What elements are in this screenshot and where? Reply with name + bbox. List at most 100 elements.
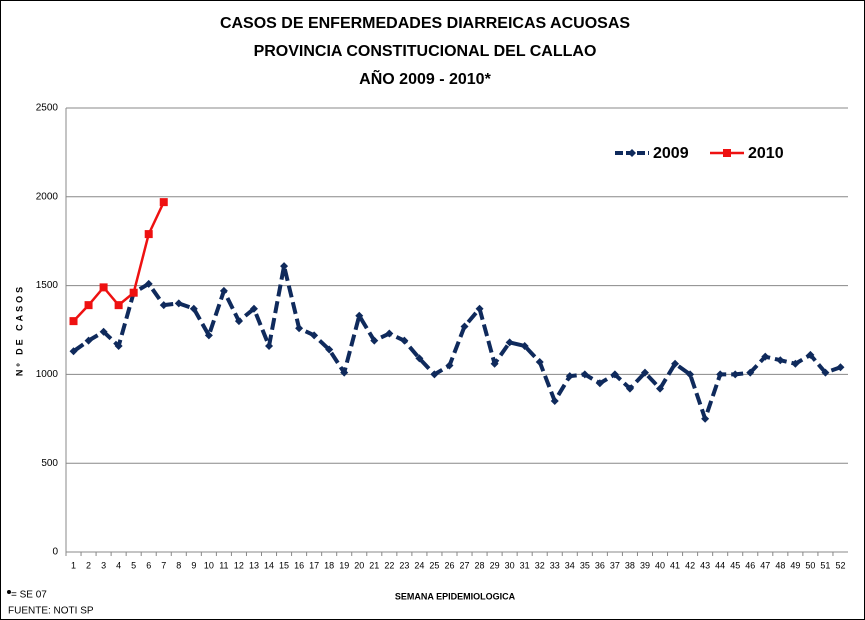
x-tick-label: 20 — [354, 560, 364, 570]
marker — [430, 370, 439, 379]
marker — [144, 230, 153, 239]
y-tick-label: 2000 — [36, 191, 59, 202]
marker — [460, 322, 469, 331]
marker — [84, 336, 93, 345]
chart-title: AÑO 2009 - 2010* — [359, 68, 491, 88]
x-tick-label: 32 — [535, 560, 545, 570]
x-tick-label: 17 — [309, 560, 319, 570]
marker — [415, 354, 424, 363]
x-tick-label: 29 — [490, 560, 500, 570]
footnote: FUENTE: NOTI SP — [8, 606, 94, 617]
marker — [159, 301, 168, 310]
x-tick-label: 42 — [685, 560, 695, 570]
x-tick-label: 16 — [294, 560, 304, 570]
marker — [174, 299, 183, 308]
x-tick-label: 23 — [399, 560, 409, 570]
marker — [761, 352, 770, 361]
marker — [640, 368, 649, 377]
legend-marker — [628, 149, 636, 157]
x-tick-label: 4 — [116, 560, 121, 570]
x-tick-label: 37 — [610, 560, 620, 570]
x-tick-label: 48 — [775, 560, 785, 570]
x-tick-label: 44 — [715, 560, 725, 570]
marker — [535, 357, 544, 366]
x-tick-label: 25 — [429, 560, 439, 570]
x-tick-label: 50 — [805, 560, 815, 570]
x-tick-label: 28 — [475, 560, 485, 570]
marker — [445, 361, 454, 370]
x-axis-label: SEMANA EPIDEMIOLOGICA — [395, 591, 516, 601]
marker — [475, 304, 484, 313]
marker — [114, 301, 123, 310]
marker — [295, 324, 304, 333]
x-tick-label: 35 — [580, 560, 590, 570]
x-tick-label: 15 — [279, 560, 289, 570]
y-tick-label: 1500 — [36, 280, 59, 291]
marker — [249, 304, 258, 313]
marker — [99, 283, 108, 292]
marker — [129, 288, 138, 297]
x-tick-label: 34 — [565, 560, 575, 570]
marker — [776, 356, 785, 365]
marker — [310, 331, 319, 340]
x-tick-label: 9 — [191, 560, 196, 570]
x-tick-label: 31 — [520, 560, 530, 570]
x-tick-label: 33 — [550, 560, 560, 570]
x-tick-label: 51 — [820, 560, 830, 570]
x-tick-label: 36 — [595, 560, 605, 570]
x-tick-label: 8 — [176, 560, 181, 570]
y-tick-label: 0 — [52, 547, 58, 558]
marker — [69, 317, 78, 326]
chart-title: PROVINCIA CONSTITUCIONAL DEL CALLAO — [254, 43, 597, 60]
marker — [565, 372, 574, 381]
x-tick-label: 46 — [745, 560, 755, 570]
marker — [701, 414, 710, 423]
marker — [671, 359, 680, 368]
marker — [656, 384, 665, 393]
marker — [580, 370, 589, 379]
marker — [325, 345, 334, 354]
footnote: = SE 07 — [11, 590, 47, 601]
marker — [791, 359, 800, 368]
marker — [99, 327, 108, 336]
marker — [821, 368, 830, 377]
x-tick-label: 13 — [249, 560, 259, 570]
marker — [385, 329, 394, 338]
x-tick-label: 43 — [700, 560, 710, 570]
x-tick-label: 24 — [414, 560, 424, 570]
marker — [746, 368, 755, 377]
footnote-bullet — [7, 590, 11, 594]
marker — [114, 341, 123, 350]
legend-label: 2010 — [748, 145, 784, 162]
marker — [234, 317, 243, 326]
marker — [370, 336, 379, 345]
marker — [204, 331, 213, 340]
y-axis-label: Nº DE CASOS — [14, 284, 24, 376]
legend-label: 2009 — [653, 145, 689, 162]
marker — [550, 397, 559, 406]
marker — [69, 347, 78, 356]
x-tick-label: 22 — [384, 560, 394, 570]
marker — [265, 341, 274, 350]
marker — [686, 370, 695, 379]
marker — [340, 368, 349, 377]
marker — [490, 359, 499, 368]
chart-title: CASOS DE ENFERMEDADES DIARREICAS ACUOSAS — [220, 15, 630, 32]
marker — [731, 370, 740, 379]
x-tick-label: 7 — [161, 560, 166, 570]
marker — [610, 370, 619, 379]
marker — [144, 279, 153, 288]
x-tick-label: 12 — [234, 560, 244, 570]
x-tick-label: 26 — [444, 560, 454, 570]
x-tick-label: 18 — [324, 560, 334, 570]
marker — [806, 350, 815, 359]
x-tick-label: 19 — [339, 560, 349, 570]
x-tick-label: 27 — [460, 560, 470, 570]
x-tick-label: 21 — [369, 560, 379, 570]
x-tick-label: 49 — [790, 560, 800, 570]
y-tick-label: 2500 — [36, 103, 59, 114]
x-tick-label: 6 — [146, 560, 151, 570]
y-tick-label: 500 — [41, 458, 58, 469]
x-tick-label: 2 — [86, 560, 91, 570]
